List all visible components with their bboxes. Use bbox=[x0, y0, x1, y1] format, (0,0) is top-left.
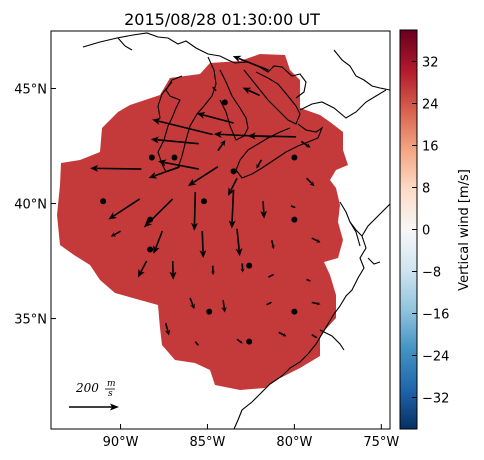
wind-vector bbox=[153, 230, 164, 254]
wind-vector bbox=[164, 322, 171, 336]
station-marker bbox=[147, 246, 154, 253]
station-marker bbox=[148, 154, 155, 161]
colorbar-tick-label: 32 bbox=[422, 56, 439, 71]
colorbar-label: Vertical wind [m/s] bbox=[457, 169, 472, 291]
wind-vector bbox=[311, 301, 321, 306]
x-tick-label: 75°W bbox=[363, 435, 399, 450]
wind-vector bbox=[228, 177, 238, 196]
y-axis: 45°N 40°N 35°N bbox=[14, 83, 56, 328]
wind-vector bbox=[306, 278, 311, 282]
wind-vector bbox=[108, 198, 141, 220]
station-marker bbox=[100, 198, 107, 205]
colorbar-tick-label: −16 bbox=[422, 308, 449, 323]
wind-vector bbox=[90, 164, 142, 172]
map-title: 2015/08/28 01:30:00 UT bbox=[124, 10, 320, 29]
station-marker bbox=[230, 168, 237, 175]
station-marker bbox=[246, 338, 253, 345]
y-tick-label: 45°N bbox=[14, 83, 47, 98]
wind-vector bbox=[270, 240, 275, 250]
wind-vector bbox=[194, 341, 199, 346]
colorbar: 32 24 16 8 0 −8 −16 −24 −32 Vertical wind [m/s] bbox=[399, 29, 472, 430]
colorbar-tick-label: 0 bbox=[422, 224, 430, 239]
wind-vector bbox=[266, 301, 273, 306]
wind-vector bbox=[190, 192, 198, 231]
station-marker bbox=[246, 262, 253, 269]
wind-vector bbox=[212, 86, 217, 92]
station-marker bbox=[291, 216, 298, 223]
x-tick-label: 80°W bbox=[276, 435, 312, 450]
map-panel: 200 m s 90°W 85°W 80°W 75°W 45°N 40°N 35°N bbox=[14, 30, 399, 450]
wind-vector bbox=[213, 130, 272, 138]
station-marker bbox=[291, 154, 298, 161]
station-marker bbox=[206, 308, 213, 315]
scale-key-unit-num: m bbox=[107, 379, 116, 389]
wind-vector bbox=[242, 87, 260, 97]
colorbar-tick-label: 24 bbox=[422, 98, 439, 113]
wind-vector bbox=[311, 237, 321, 243]
y-tick-label: 40°N bbox=[14, 198, 47, 213]
colorbar-tick-label: −8 bbox=[422, 266, 441, 281]
wind-vectors bbox=[90, 55, 321, 346]
wind-vector bbox=[199, 231, 207, 259]
colorbar-tick-label: −32 bbox=[422, 392, 449, 407]
wind-vector bbox=[143, 198, 174, 228]
wind-vector bbox=[311, 333, 318, 339]
x-tick-label: 85°W bbox=[190, 435, 226, 450]
wind-vector bbox=[196, 111, 234, 124]
scale-key-unit-den: s bbox=[108, 389, 113, 399]
coastlines bbox=[82, 32, 390, 429]
wind-vector bbox=[290, 205, 296, 209]
wind-vector bbox=[260, 201, 268, 219]
wind-vector bbox=[110, 230, 121, 237]
wind-vector bbox=[278, 331, 287, 337]
wind-vector bbox=[256, 159, 263, 169]
wind-vector bbox=[158, 159, 199, 170]
wind-vector bbox=[235, 228, 243, 257]
y-tick-label: 35°N bbox=[14, 313, 47, 328]
scale-key: 200 m s bbox=[69, 379, 119, 411]
wind-vector bbox=[236, 338, 243, 344]
wind-vector bbox=[152, 118, 213, 136]
map-frame bbox=[50, 30, 391, 430]
station-markers bbox=[100, 99, 298, 345]
colorbar-tick-label: 8 bbox=[422, 182, 430, 197]
vertical-wind-field bbox=[57, 54, 348, 390]
wind-vector bbox=[232, 55, 269, 71]
wind-vector bbox=[221, 300, 227, 313]
wind-vector bbox=[217, 140, 226, 152]
scale-key-value: 200 bbox=[75, 381, 99, 395]
station-marker bbox=[147, 216, 154, 223]
x-tick-label: 90°W bbox=[103, 435, 139, 450]
x-axis: 90°W 85°W 80°W 75°W bbox=[103, 424, 399, 450]
wind-vector bbox=[300, 140, 311, 148]
station-marker bbox=[200, 198, 207, 205]
wind-vector bbox=[240, 263, 245, 273]
colorbar-tick-label: 16 bbox=[422, 140, 439, 155]
wind-vector bbox=[150, 136, 199, 145]
station-marker bbox=[171, 154, 178, 161]
wind-vector bbox=[187, 166, 219, 186]
station-marker bbox=[291, 308, 298, 315]
wind-vector bbox=[169, 261, 177, 280]
wind-vector bbox=[228, 189, 236, 229]
colorbar-tick-label: −24 bbox=[422, 350, 449, 365]
wind-vector bbox=[267, 274, 275, 278]
wind-vector bbox=[189, 297, 195, 310]
station-marker bbox=[221, 99, 228, 106]
wind-vector bbox=[210, 265, 216, 276]
wind-vector bbox=[305, 177, 315, 187]
wind-vector bbox=[137, 260, 148, 278]
wind-vector bbox=[148, 165, 180, 179]
